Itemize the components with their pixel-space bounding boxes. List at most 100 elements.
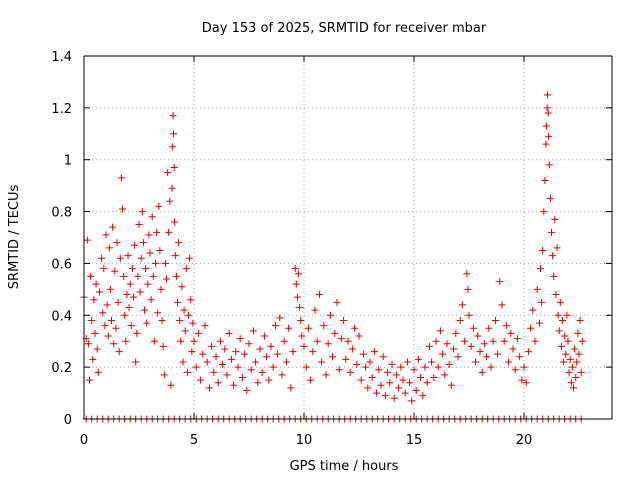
data-point [388, 361, 396, 369]
data-point [467, 342, 475, 350]
data-point [150, 337, 158, 345]
data-point [110, 340, 118, 348]
data-point [126, 280, 134, 288]
data-point [287, 384, 295, 392]
data-point [513, 335, 521, 343]
data-point [100, 265, 108, 273]
data-point [399, 376, 407, 384]
data-point [219, 361, 227, 369]
data-point [90, 296, 98, 304]
data-point [152, 259, 159, 267]
data-point [192, 363, 200, 371]
data-point [315, 291, 323, 299]
data-point [541, 176, 549, 184]
data-point [351, 324, 359, 332]
data-point [93, 345, 101, 353]
y-tick-label: 0.8 [51, 206, 72, 221]
data-point [143, 319, 151, 327]
data-point [554, 311, 562, 319]
data-point [175, 239, 183, 247]
data-point [136, 288, 144, 296]
data-point [507, 329, 515, 337]
data-point [203, 358, 211, 366]
data-point [180, 306, 188, 314]
data-point [480, 340, 488, 348]
data-point [119, 205, 126, 213]
data-point [157, 285, 165, 293]
data-point [572, 374, 580, 382]
data-point [379, 353, 387, 361]
data-point [570, 384, 577, 392]
data-point [368, 374, 376, 382]
data-point [421, 363, 429, 371]
data-point [375, 366, 383, 374]
data-point [124, 252, 132, 260]
data-point [227, 355, 235, 363]
data-point [538, 298, 546, 306]
data-point [505, 358, 513, 366]
data-point [574, 329, 582, 337]
data-point [113, 239, 121, 247]
data-point [168, 184, 176, 192]
data-point [419, 392, 427, 400]
x-tick-label: 0 [80, 433, 88, 448]
data-point [478, 368, 486, 376]
data-point [171, 218, 179, 226]
data-point [249, 327, 257, 335]
data-point [88, 316, 96, 324]
data-point [114, 298, 122, 306]
data-point [557, 342, 565, 350]
data-point [302, 363, 310, 371]
data-point [120, 272, 128, 280]
data-point [340, 316, 348, 324]
data-point [434, 363, 442, 371]
data-point [487, 363, 495, 371]
data-point [104, 332, 112, 340]
data-point [511, 366, 519, 374]
data-point [355, 332, 363, 340]
data-point [464, 285, 472, 293]
data-point [465, 311, 473, 319]
data-point [397, 363, 405, 371]
data-point [98, 254, 106, 262]
data-point [160, 371, 168, 379]
data-point [552, 291, 560, 299]
data-point [324, 340, 332, 348]
y-tick-label: 0.4 [51, 309, 72, 324]
data-point [274, 350, 282, 358]
data-point [156, 246, 164, 254]
data-point [425, 342, 433, 350]
data-point [252, 358, 260, 366]
data-point [496, 278, 504, 286]
data-point [174, 298, 181, 306]
data-point [573, 358, 581, 366]
data-point [545, 161, 553, 169]
data-point [406, 379, 414, 387]
data-point [549, 252, 557, 260]
data-point [190, 337, 198, 345]
data-point [208, 342, 216, 350]
data-point [87, 272, 95, 280]
data-point [142, 265, 150, 273]
data-point [357, 376, 365, 384]
data-point [127, 322, 135, 330]
data-point [298, 332, 306, 340]
data-point [550, 272, 558, 280]
data-point [171, 252, 179, 260]
data-point [258, 368, 266, 376]
data-point [414, 355, 422, 363]
data-point [103, 301, 111, 309]
data-point [179, 358, 187, 366]
data-point [101, 322, 109, 330]
data-point [304, 324, 312, 332]
data-point [194, 329, 202, 337]
data-point [454, 353, 462, 361]
data-point [280, 337, 288, 345]
data-point [386, 379, 394, 387]
data-point [370, 348, 378, 356]
data-point [267, 342, 275, 350]
data-point [322, 371, 330, 379]
data-point [578, 337, 586, 345]
data-point [447, 381, 455, 389]
data-point [518, 376, 526, 384]
